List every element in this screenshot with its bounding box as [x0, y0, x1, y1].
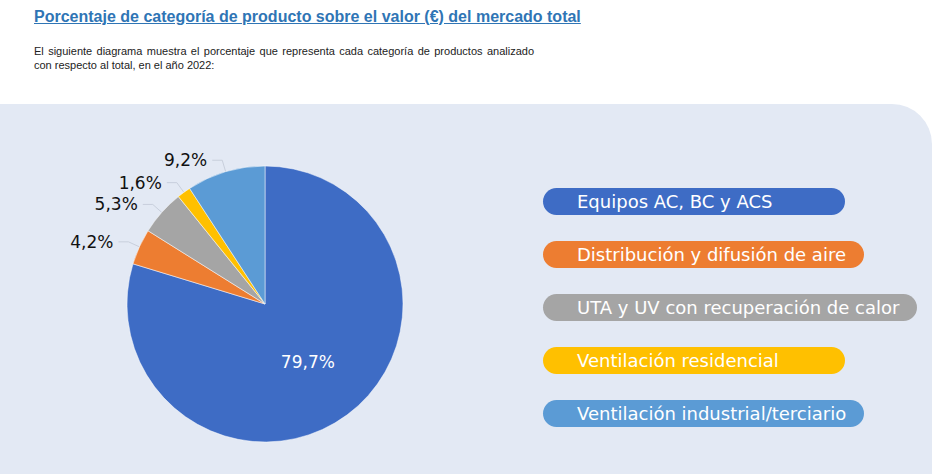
svg-text:1,6%: 1,6% [119, 173, 162, 193]
svg-text:5,3%: 5,3% [95, 194, 138, 214]
html-text:Ventilación industrial/terciar: Ventilación industrial/terciario [577, 403, 847, 424]
html-text:Equipos AC, BC y ACS: Equipos AC, BC y ACS [577, 191, 773, 212]
html-text:UTA y UV con recuperación de c: UTA y UV con recuperación de calor [577, 297, 900, 318]
html-text:Distribución y difusión de air: Distribución y difusión de aire [577, 244, 846, 265]
svg-text:4,2%: 4,2% [70, 232, 113, 252]
html-text:Porcentaje de categoría de pro: Porcentaje de categoría de producto sobr… [34, 8, 581, 25]
html-text:Ventilación residencial: Ventilación residencial [577, 350, 779, 371]
html-text:El siguiente diagrama muestra: El siguiente diagrama muestra el porcent… [34, 45, 534, 71]
svg-text:79,7%: 79,7% [281, 352, 335, 372]
svg-text:9,2%: 9,2% [164, 150, 207, 170]
